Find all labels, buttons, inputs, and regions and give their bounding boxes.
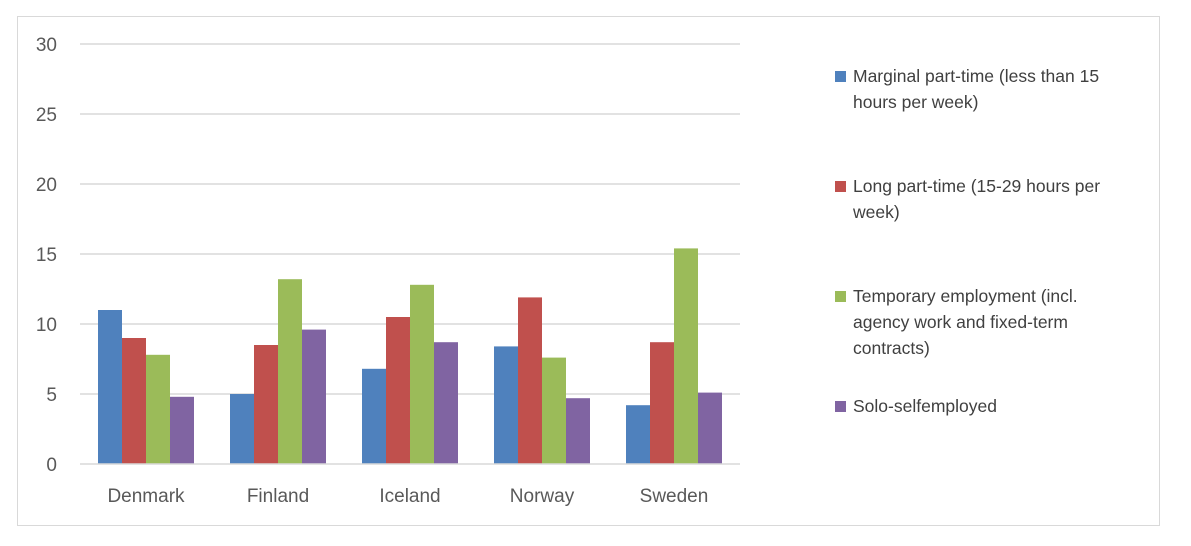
x-axis-ticks: Denmark Finland Iceland Norway Sweden [107, 486, 708, 507]
bar-sweden-series-4 [698, 392, 722, 464]
bar-iceland-series-4 [434, 342, 458, 464]
bar-denmark-series-4 [170, 396, 194, 464]
legend-swatch [835, 71, 846, 82]
bar-sweden-series-3 [674, 248, 698, 464]
bar-denmark-series-3 [146, 354, 170, 464]
x-tick-label: Finland [247, 486, 309, 507]
bar-sweden-series-1 [626, 405, 650, 464]
legend-label: Solo-selfemployed [853, 396, 997, 416]
bar-denmark-series-2 [122, 338, 146, 464]
x-tick-label: Denmark [107, 486, 185, 507]
bar-finland-series-3 [278, 279, 302, 464]
bar-norway-series-2 [518, 297, 542, 464]
y-tick-label: 0 [46, 455, 57, 476]
gridlines [80, 43, 740, 395]
legend-label: Long part-time (15-29 hours per week) [853, 176, 1101, 222]
x-tick-label: Iceland [379, 486, 440, 507]
bar-iceland-series-1 [362, 368, 386, 464]
bar-finland-series-2 [254, 345, 278, 464]
bar-iceland-series-2 [386, 317, 410, 464]
legend-item: Long part-time (15-29 hours per week) [835, 173, 1135, 225]
bar-sweden-series-2 [650, 342, 674, 464]
legend-label: Marginal part-time (less than 15 hours p… [853, 66, 1100, 112]
legend-label: Temporary employment (incl. agency work … [853, 286, 1078, 358]
legend-item: Temporary employment (incl. agency work … [835, 283, 1135, 361]
bar-finland-series-1 [230, 394, 254, 464]
y-tick-label: 15 [36, 245, 57, 266]
x-tick-label: Sweden [640, 486, 709, 507]
y-tick-label: 30 [36, 35, 57, 56]
legend-swatch [835, 401, 846, 412]
y-tick-label: 5 [46, 385, 57, 406]
bar-norway-series-3 [542, 357, 566, 464]
x-tick-label: Norway [510, 486, 575, 507]
legend-item: Marginal part-time (less than 15 hours p… [835, 63, 1135, 115]
bar-iceland-series-3 [410, 284, 434, 464]
legend-swatch [835, 291, 846, 302]
y-tick-label: 20 [36, 175, 57, 196]
legend-swatch [835, 181, 846, 192]
y-axis-ticks: 0 5 10 15 20 25 30 [36, 35, 57, 476]
bar-norway-series-4 [566, 398, 590, 464]
y-tick-label: 10 [36, 315, 57, 336]
bar-denmark-series-1 [98, 310, 122, 464]
legend-item: Solo-selfemployed [835, 393, 1135, 419]
bar-finland-series-4 [302, 329, 326, 464]
bar-norway-series-1 [494, 346, 518, 464]
bars [98, 248, 722, 464]
y-tick-label: 25 [36, 105, 57, 126]
